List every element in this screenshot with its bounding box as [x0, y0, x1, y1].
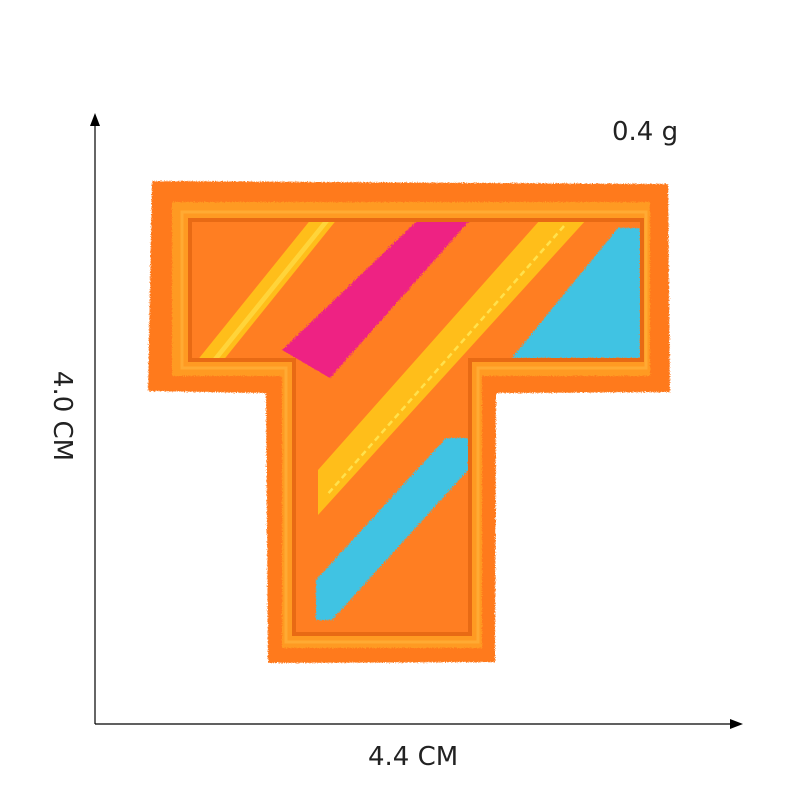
- weight-label: 0.4 g: [612, 117, 679, 147]
- patch-stripes: [196, 222, 640, 620]
- patch-stitch-outline: [180, 210, 648, 644]
- stripe-yellow-1-edge: [210, 222, 332, 362]
- width-dimension-label: 4.4 CM: [368, 742, 459, 772]
- vertical-axis-arrow-icon: [90, 113, 100, 126]
- stripe-pink: [282, 222, 470, 378]
- dimension-axes: [90, 113, 743, 729]
- stripe-blue-bottom: [316, 438, 468, 620]
- height-dimension-label: 4.0 CM: [47, 370, 77, 462]
- horizontal-axis-arrow-icon: [730, 719, 743, 729]
- stripe-blue-top: [512, 228, 640, 358]
- stripe-yellow-2: [318, 222, 586, 515]
- t-letter-patch: [148, 181, 670, 663]
- patch-inner-felt: [192, 222, 640, 632]
